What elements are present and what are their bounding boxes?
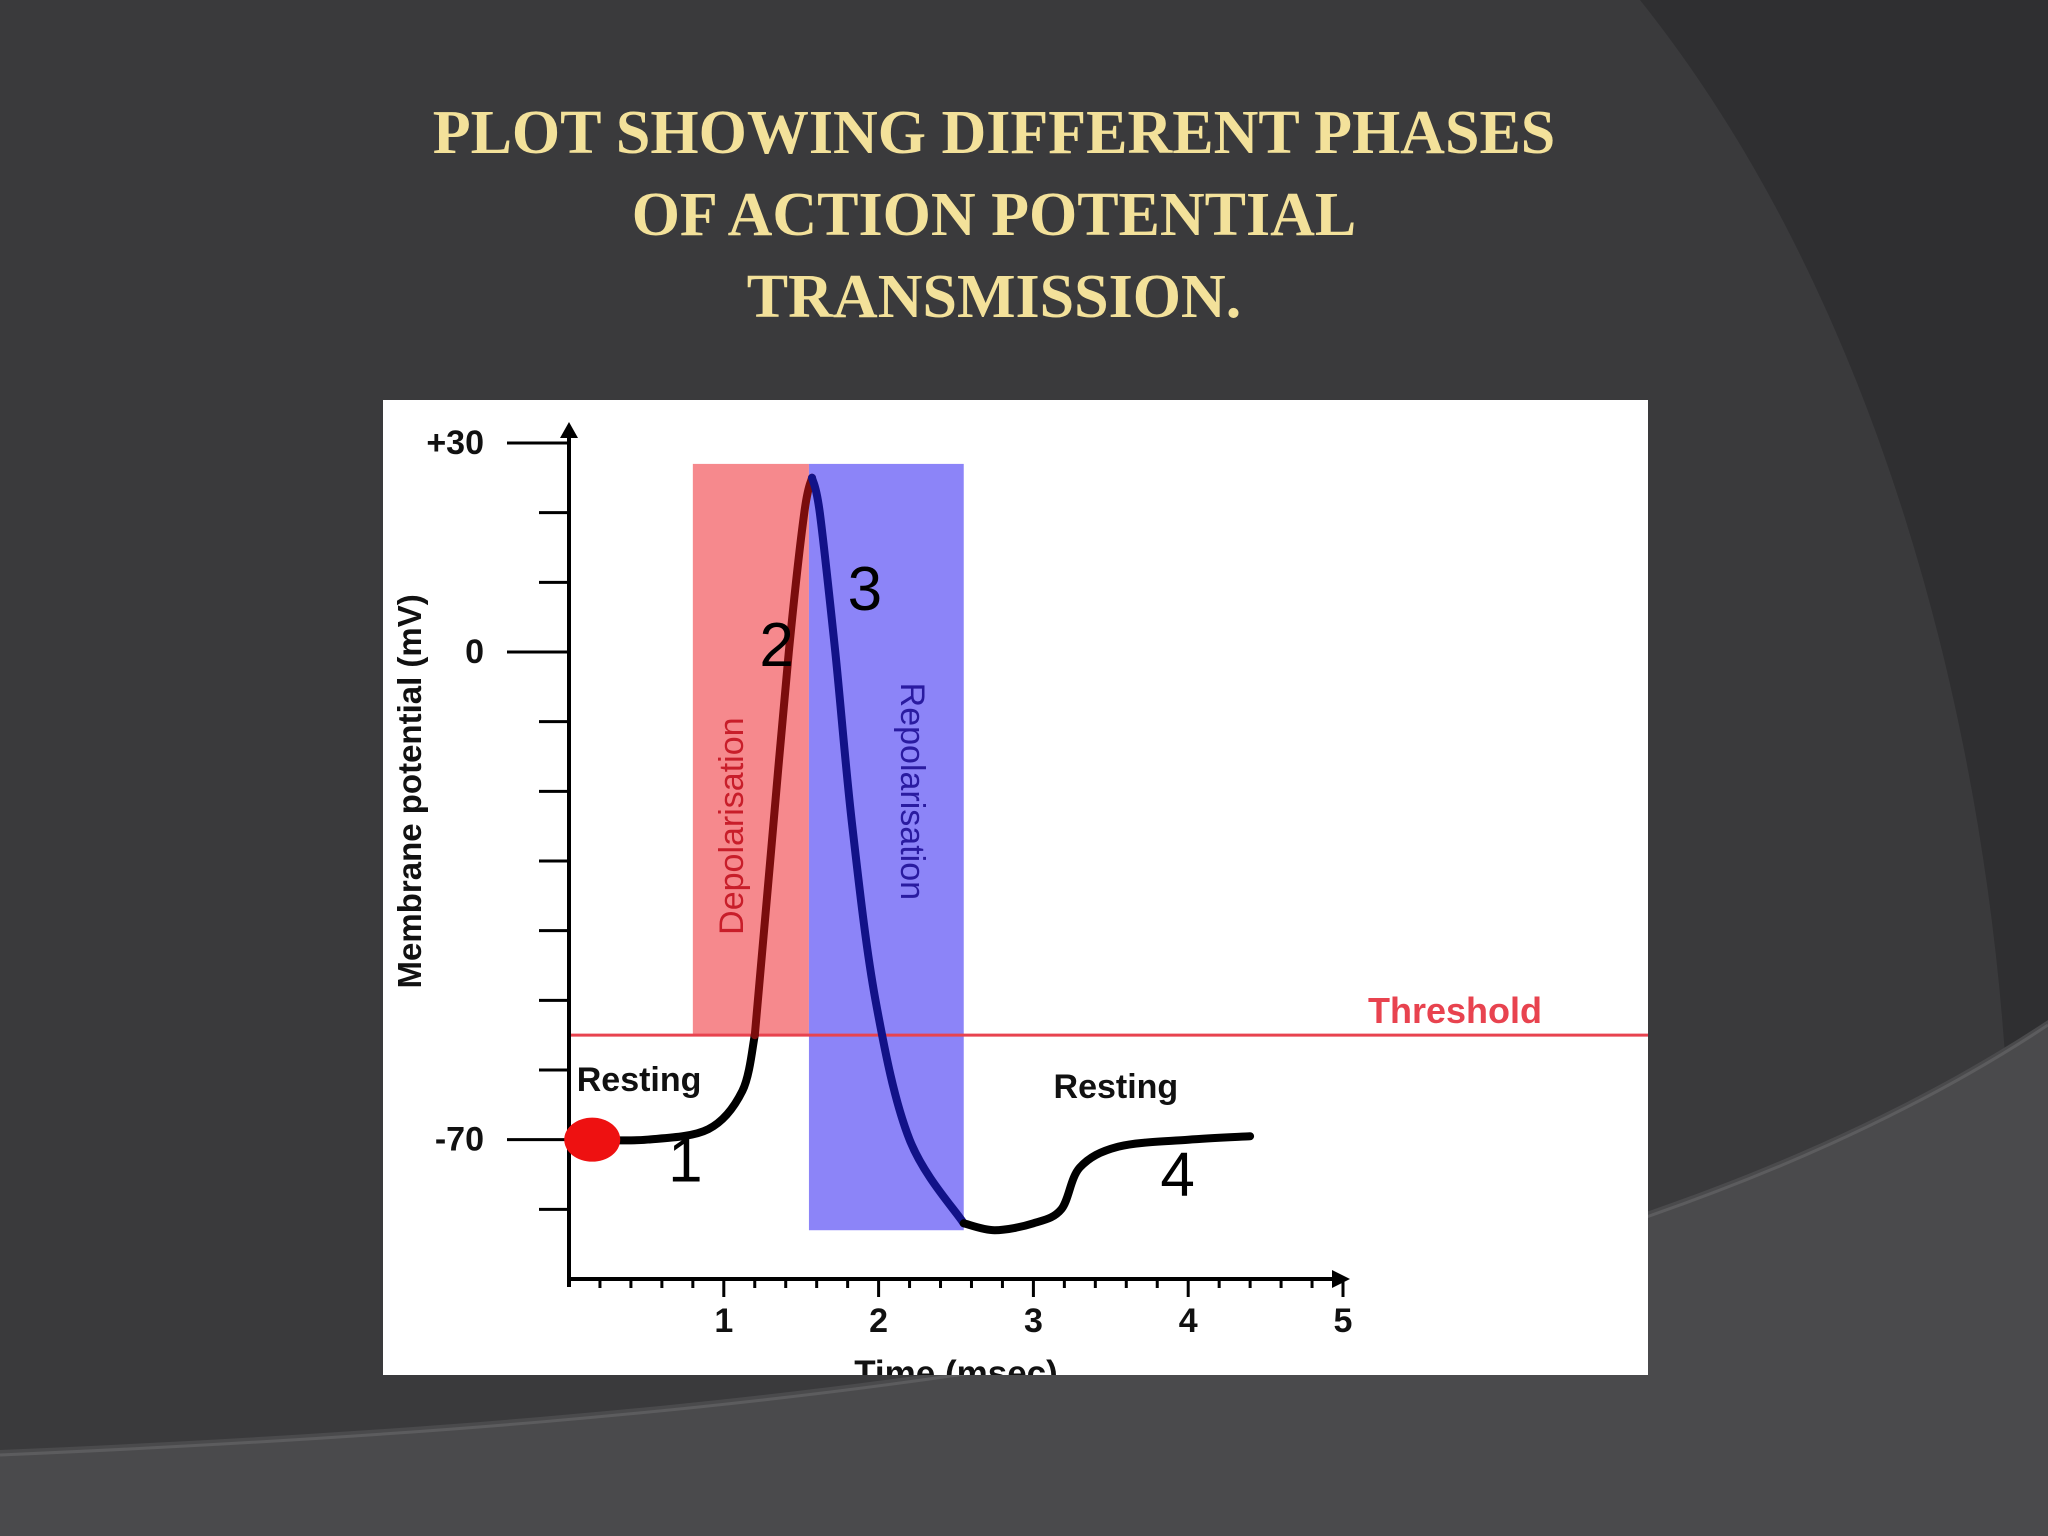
x-tick-label: 4: [1179, 1302, 1198, 1340]
x-axis-title: Time (msec): [854, 1354, 1058, 1375]
hyperpolarisation-recovery-segment: [959, 1132, 1255, 1235]
x-tick-label: 5: [1334, 1302, 1353, 1340]
title-line-2: OF ACTION POTENTIAL: [631, 181, 1357, 249]
resting-label: Resting: [577, 1061, 702, 1099]
y-tick-label: -70: [435, 1121, 484, 1159]
potential-curve: [564, 473, 1255, 1235]
title-line-1: PLOT SHOWING DIFFERENT PHASES: [432, 99, 1556, 167]
phase-regions: [692, 463, 964, 1231]
y-axis-title: Membrane potential (mV): [391, 594, 428, 988]
depolarisation-region: [692, 463, 809, 1036]
y-axis-arrow: [560, 422, 578, 438]
x-axis-arrow: [1332, 1270, 1350, 1288]
phase-number-3: 3: [848, 555, 882, 624]
x-tick-label: 2: [869, 1302, 888, 1340]
slide-title: PLOT SHOWING DIFFERENT PHASES OF ACTION …: [274, 92, 1714, 338]
phase-number-4: 4: [1160, 1140, 1194, 1209]
title-line-3: TRANSMISSION.: [746, 263, 1242, 331]
y-tick-label: +30: [426, 424, 484, 462]
depolarisation-label: Depolarisation: [713, 717, 751, 934]
phase-number-1: 1: [668, 1126, 702, 1195]
depolarisation-segment: [750, 473, 816, 1040]
repolarisation-segment: [808, 473, 968, 1228]
phase-number-2: 2: [759, 611, 793, 680]
x-tick-label: 1: [714, 1302, 733, 1340]
chart-panel: +30 0 -70 1 2 3 4 5 Time (msec) Membrane potentia…: [383, 400, 1648, 1375]
resting-start-segment: [588, 1031, 759, 1145]
annotations: Threshold Depolarisation Repolarisation Res…: [577, 555, 1542, 1209]
resting-label: Resting: [1054, 1068, 1179, 1106]
repolarisation-label: Repolarisation: [893, 683, 931, 900]
resting-marker: [564, 1117, 621, 1162]
x-tick-label: 3: [1024, 1302, 1043, 1340]
repolarisation-region: [808, 463, 964, 1231]
y-tick-label: 0: [465, 633, 484, 671]
threshold-label: Threshold: [1368, 990, 1542, 1031]
